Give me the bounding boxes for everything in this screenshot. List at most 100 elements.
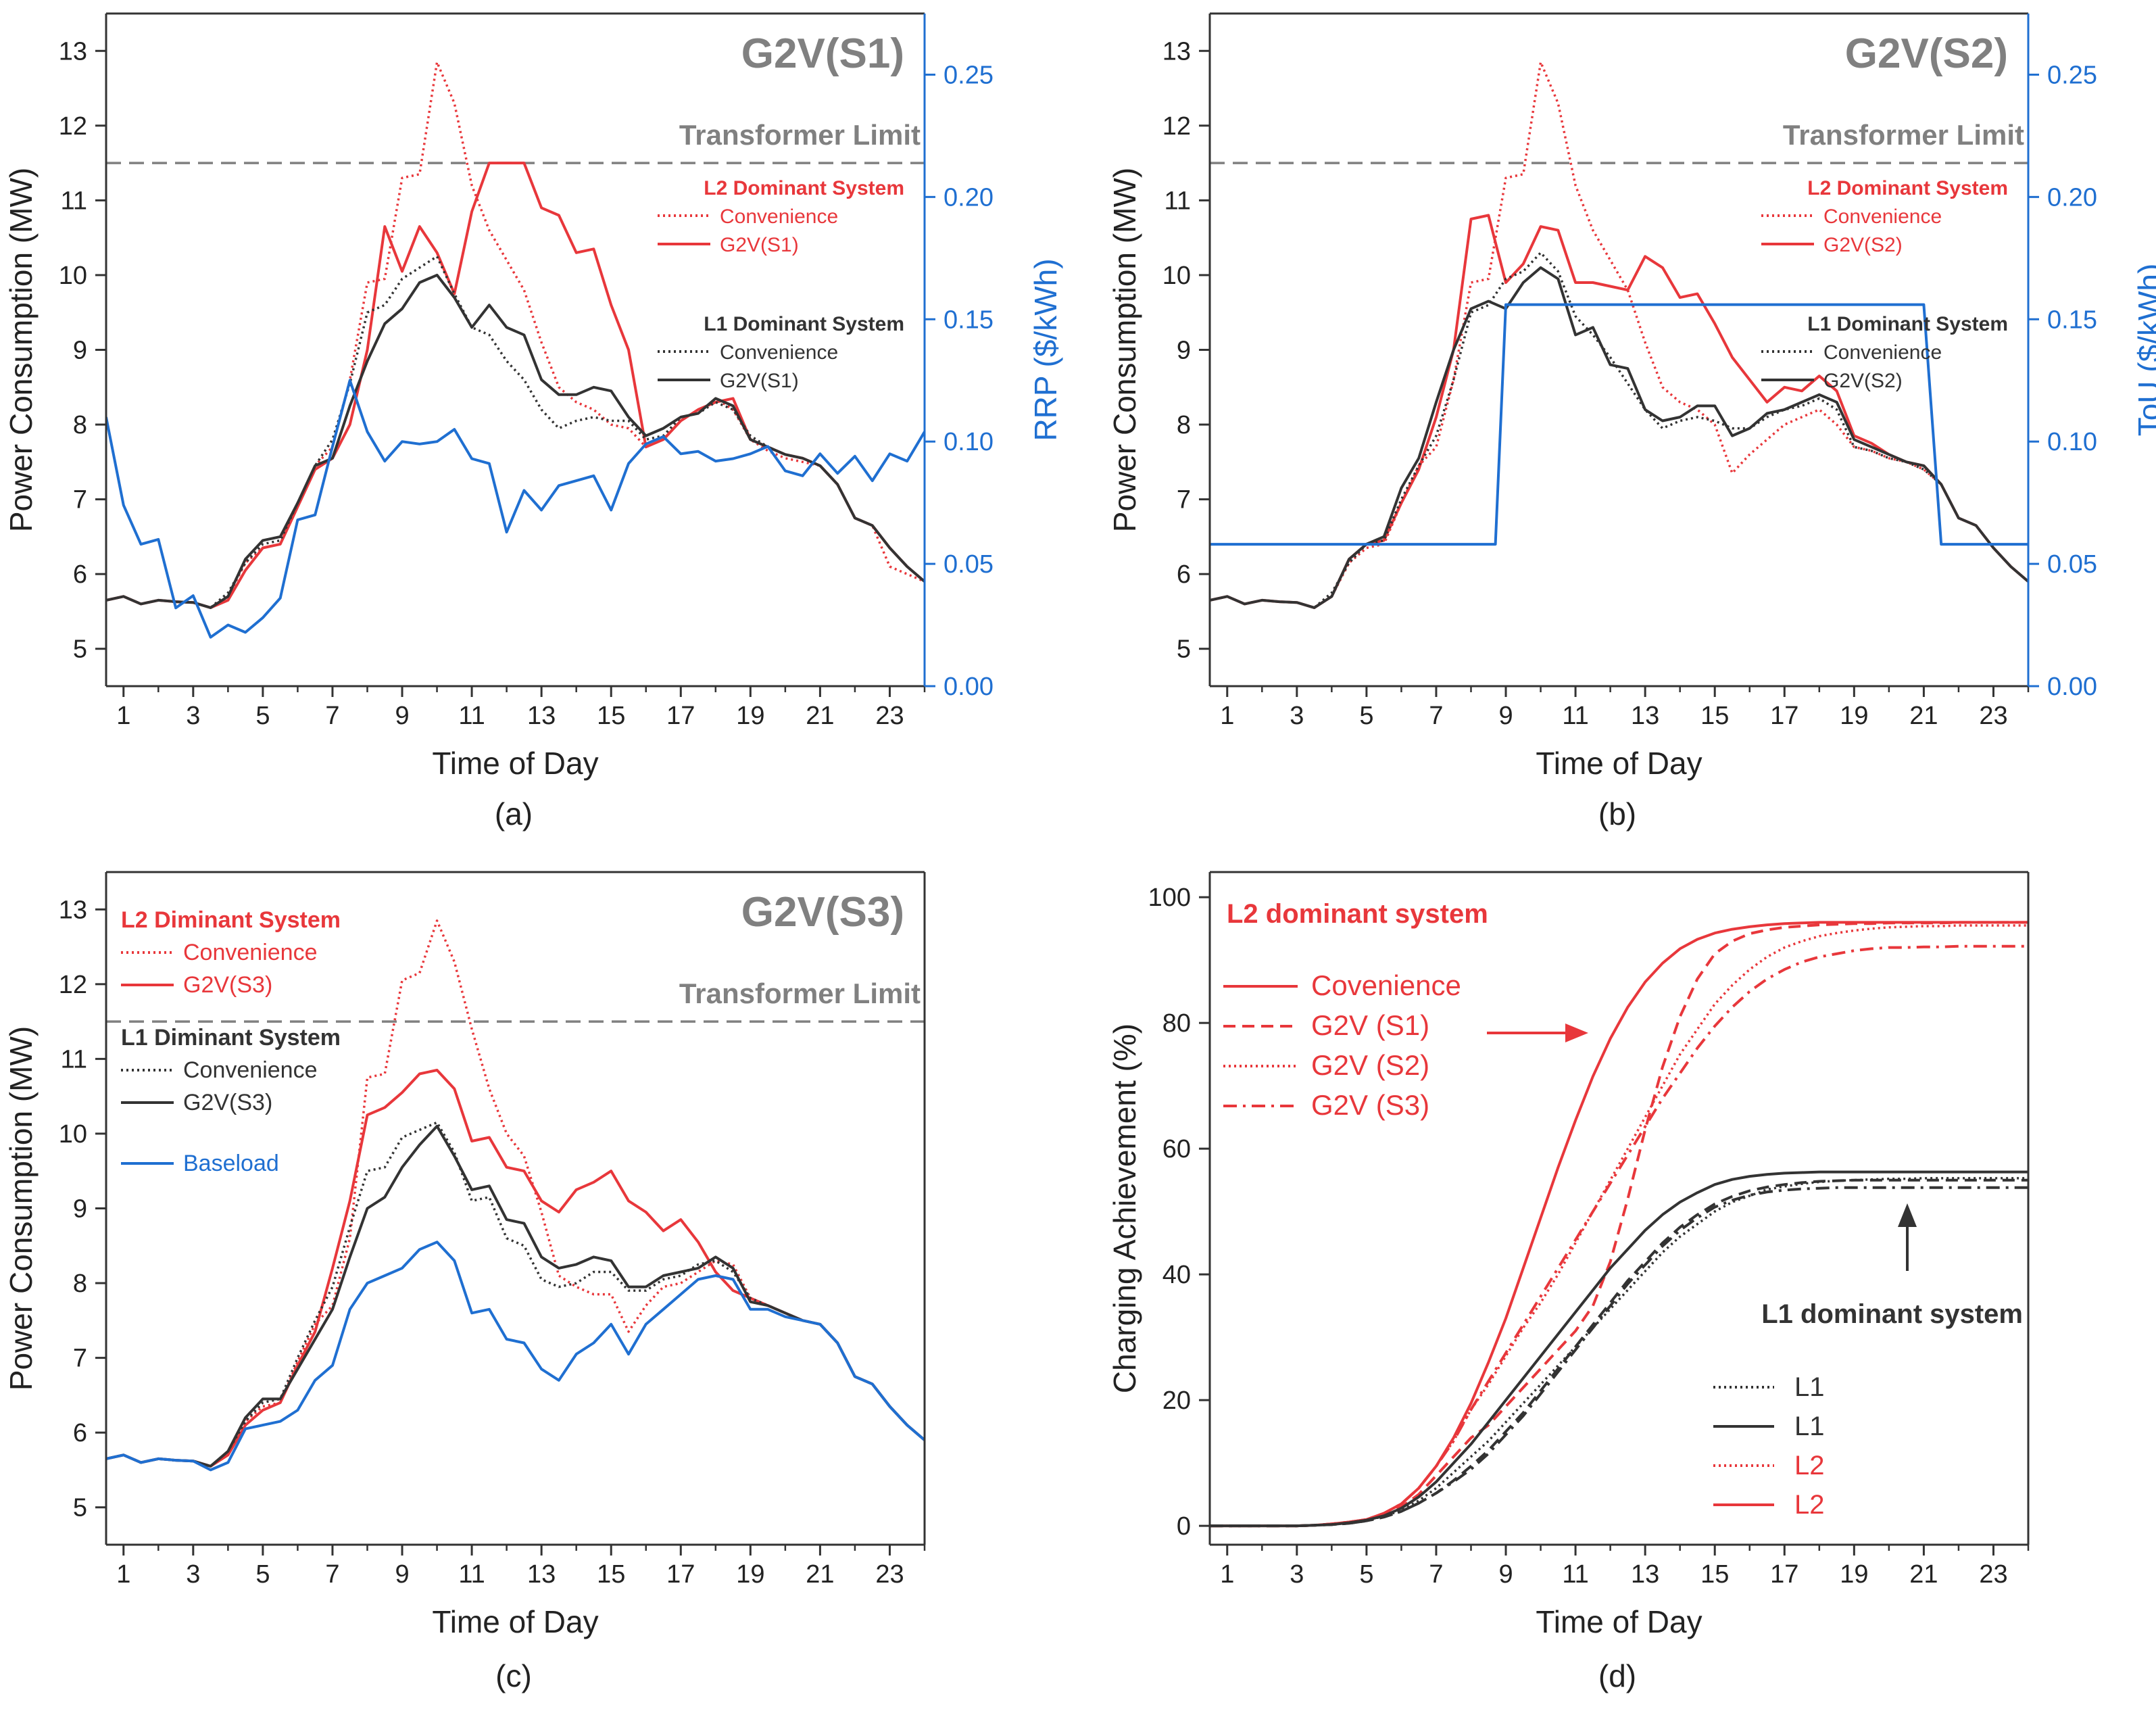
x-axis-label: Time of Day (1536, 746, 1702, 781)
legend-label: G2V (S2) (1311, 1049, 1429, 1081)
x-tick-label: 11 (458, 702, 485, 730)
x-tick-label: 5 (255, 1560, 270, 1589)
x-tick-label: 5 (1359, 1560, 1373, 1589)
legend-header: L2 Dominant System (704, 177, 904, 199)
y-tick-label: 11 (1165, 187, 1191, 215)
x-axis-label: Time of Day (432, 746, 598, 781)
series-line-0 (106, 919, 925, 1468)
series-group (1210, 921, 2028, 1528)
y-tick-label: 7 (73, 486, 87, 514)
x-tick-label: 9 (1498, 702, 1513, 730)
y-axis-label: Power Consumption (MW) (1107, 168, 1142, 532)
x-tick-label: 13 (1631, 702, 1659, 730)
y-tick-label: 0 (1177, 1512, 1191, 1541)
y-tick-label: 6 (73, 1419, 87, 1447)
series-line-7 (1210, 1178, 2028, 1528)
y-tick-label: 6 (1177, 560, 1191, 589)
x-tick-label: 7 (1429, 702, 1443, 730)
y2-tick-label: 0.00 (2047, 673, 2097, 701)
y2-tick-label: 0.10 (944, 428, 994, 456)
x-tick-label: 5 (255, 702, 270, 730)
x-tick-label: 1 (1220, 702, 1234, 730)
legend-label: Convenience (183, 1057, 317, 1083)
series-line-1 (1210, 214, 2028, 609)
x-tick-label: 17 (666, 1560, 695, 1589)
y-tick-label: 13 (1162, 37, 1191, 66)
x-tick-label: 23 (1979, 1560, 2007, 1589)
x-tick-label: 17 (1770, 702, 1798, 730)
x-tick-label: 11 (458, 1560, 485, 1589)
panel-caption: (a) (495, 796, 533, 832)
series-line-4 (106, 1240, 925, 1472)
y-axis-label: Power Consumption (MW) (3, 1026, 39, 1391)
y-tick-label: 11 (61, 187, 87, 215)
y2-tick-label: 0.15 (2047, 306, 2097, 334)
legend-header: L2 Dominant System (1807, 177, 2008, 199)
black-arrow-head (1898, 1203, 1917, 1227)
x-tick-label: 21 (1909, 702, 1938, 730)
legend-label: G2V (S1) (1311, 1009, 1429, 1041)
legend-label: Covenience (1311, 969, 1461, 1001)
legend-label: G2V(S3) (183, 1090, 272, 1115)
y2-tick-label: 0.25 (944, 61, 994, 89)
x-tick-label: 3 (186, 1560, 200, 1589)
y-tick-label: 7 (1177, 486, 1191, 514)
y-tick-label: 9 (73, 337, 87, 365)
x-tick-label: 3 (1290, 1560, 1304, 1589)
legend-label: G2V (S3) (1311, 1089, 1429, 1121)
y-tick-label: 10 (1162, 262, 1191, 290)
legend-header: L1 Dominant System (704, 313, 904, 335)
y2-tick-label: 0.25 (2047, 61, 2097, 89)
panel-title: G2V(S3) (741, 889, 904, 936)
series-line-3 (1210, 266, 2028, 609)
x-tick-label: 21 (806, 702, 834, 730)
y2-axis-label: ToU ($/kWh) (2132, 264, 2156, 437)
x-tick-label: 11 (1562, 1560, 1588, 1589)
legend: L2 Diminant System Convenience G2V(S3) L1 D… (121, 907, 341, 1176)
series-line-2 (1210, 251, 2028, 609)
legend: L2 Dominant System Convenience G2V(S1) L1 D… (658, 177, 904, 392)
x-axis-label: Time of Day (432, 1604, 598, 1639)
y-tick-label: 10 (59, 262, 87, 290)
x-tick-label: 1 (1220, 1560, 1234, 1589)
x-tick-label: 15 (1700, 702, 1729, 730)
x-tick-label: 21 (1909, 1560, 1938, 1589)
y-tick-label: 5 (1177, 635, 1191, 664)
series-group (1210, 61, 2028, 609)
y-tick-label: 9 (73, 1195, 87, 1224)
x-tick-label: 19 (1840, 702, 1868, 730)
x-axis-label: Time of Day (1536, 1604, 1702, 1639)
l1-title: L1 dominant system (1761, 1299, 2023, 1329)
legend-label: G2V(S3) (183, 972, 272, 998)
y-tick-label: 20 (1162, 1387, 1191, 1415)
series-line-2 (106, 255, 925, 609)
y-tick-label: 6 (73, 560, 87, 589)
legend-label: Convenience (720, 341, 838, 364)
y2-tick-label: 0.00 (944, 673, 994, 701)
legend-label: Convenience (183, 940, 317, 965)
x-tick-label: 23 (875, 702, 904, 730)
x-tick-label: 19 (1840, 1560, 1868, 1589)
x-tick-label: 7 (325, 702, 339, 730)
y-tick-label: 7 (73, 1345, 87, 1373)
y-tick-label: 12 (1162, 112, 1191, 141)
series-line-6 (1210, 1186, 2028, 1528)
series-group (106, 61, 925, 639)
legend-label: Convenience (1823, 206, 1942, 228)
transformer-limit-label: Transformer Limit (679, 119, 921, 151)
y2-tick-label: 0.05 (2047, 550, 2097, 579)
y-tick-label: 8 (73, 411, 87, 439)
x-tick-label: 3 (1290, 702, 1304, 730)
y2-tick-label: 0.10 (2047, 428, 2097, 456)
legend-label: G2V(S2) (1823, 370, 1903, 392)
x-tick-label: 9 (395, 1560, 409, 1589)
series-group (106, 919, 925, 1472)
y-tick-label: 5 (73, 635, 87, 664)
y-tick-label: 8 (1177, 411, 1191, 439)
x-tick-label: 7 (325, 1560, 339, 1589)
transformer-limit-label: Transformer Limit (679, 978, 921, 1009)
